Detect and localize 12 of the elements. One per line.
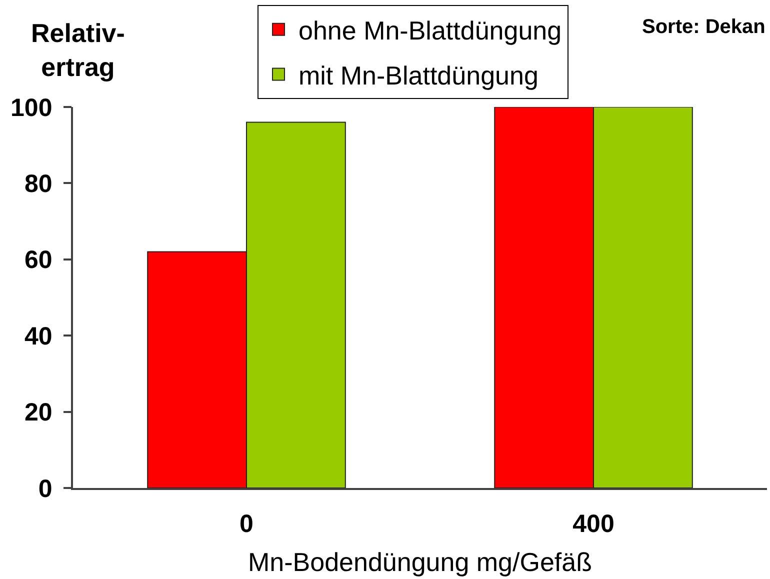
y-tick-label: 0 — [38, 474, 52, 503]
x-tick-label: 400 — [572, 510, 614, 538]
y-tick-label: 80 — [24, 170, 52, 198]
y-tick-label: 20 — [24, 398, 52, 427]
y-axis-title: Relativ- ertrag — [31, 18, 125, 82]
legend-label: ohne Mn-Blattdüngung — [298, 16, 562, 46]
y-tick-label: 60 — [24, 246, 52, 274]
y-tick-label: 40 — [24, 322, 52, 350]
legend-label: mit Mn-Blattdüngung — [298, 60, 538, 90]
y-tick-label: 100 — [10, 94, 52, 122]
x-axis-title: Mn-Bodendüngung mg/Gefäß — [248, 546, 592, 577]
text: Sorte: Dekan — [642, 16, 766, 38]
